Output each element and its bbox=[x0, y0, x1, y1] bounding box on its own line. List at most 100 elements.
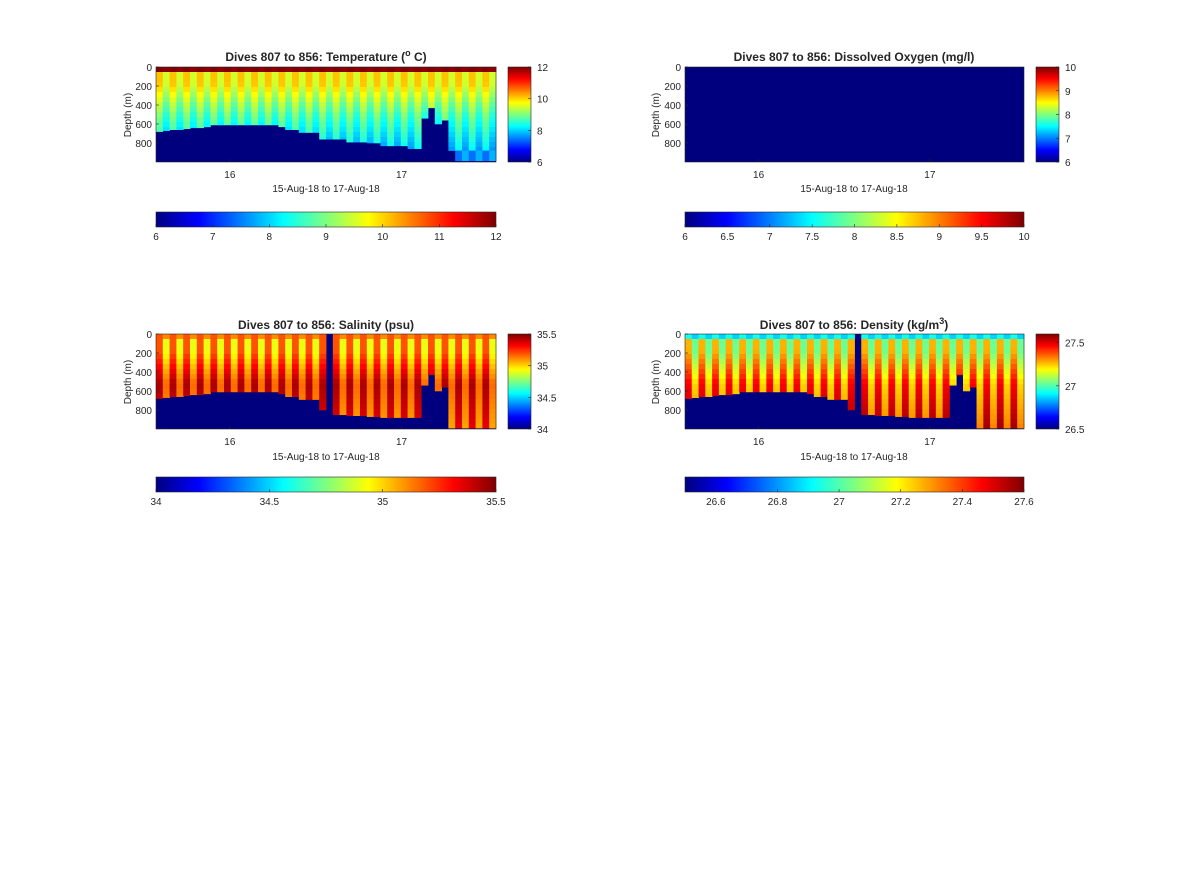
heatmap-cell bbox=[394, 122, 402, 128]
heatmap-cell bbox=[196, 389, 204, 395]
heatmap-cell bbox=[441, 102, 449, 108]
heatmap-cell bbox=[847, 339, 855, 345]
heatmap-cell bbox=[251, 369, 259, 375]
heatmap-cell bbox=[820, 374, 828, 380]
heatmap-cell bbox=[203, 67, 211, 73]
heatmap-cell bbox=[455, 344, 463, 350]
heatmap-cell bbox=[462, 150, 470, 162]
heatmap-cell bbox=[387, 77, 395, 83]
heatmap-cell bbox=[366, 389, 374, 395]
heatmap-cell bbox=[244, 112, 252, 118]
heatmap-cell bbox=[942, 349, 950, 355]
heatmap-cell bbox=[190, 349, 198, 355]
heatmap-cell bbox=[956, 349, 964, 355]
heatmap-cell bbox=[230, 117, 238, 123]
heatmap-cell bbox=[162, 369, 170, 375]
heatmap-cell bbox=[305, 117, 313, 123]
heatmap-cell bbox=[685, 349, 693, 355]
heatmap-cell bbox=[251, 122, 259, 126]
heatmap-cell bbox=[366, 67, 374, 73]
axes-box bbox=[155, 333, 497, 430]
heatmap-cell bbox=[746, 344, 754, 350]
heatmap-cell bbox=[224, 344, 232, 350]
heatmap-cell bbox=[319, 102, 327, 108]
heatmap-cell bbox=[319, 87, 327, 93]
heatmap-cell bbox=[462, 142, 470, 148]
heatmap-cell bbox=[489, 87, 497, 93]
heatmap-cell bbox=[190, 82, 198, 88]
heatmap-cell bbox=[169, 354, 177, 360]
heatmap-cell bbox=[969, 359, 977, 365]
heatmap-cell bbox=[468, 92, 476, 98]
heatmap-cell bbox=[162, 67, 170, 73]
heatmap-cell bbox=[915, 374, 923, 380]
heatmap-cell bbox=[1003, 359, 1011, 365]
heatmap-cell bbox=[455, 122, 463, 128]
heatmap-cell bbox=[414, 97, 422, 103]
heatmap-cell bbox=[698, 359, 706, 365]
heatmap-cell bbox=[305, 344, 313, 350]
heatmap-cell bbox=[448, 127, 456, 133]
heatmap-cell bbox=[292, 77, 300, 83]
heatmap-cell bbox=[312, 92, 320, 98]
heatmap-cell bbox=[976, 369, 984, 375]
heatmap-cell bbox=[874, 404, 883, 410]
heatmap-cell bbox=[847, 409, 855, 411]
heatmap-cell bbox=[1017, 414, 1025, 420]
heatmap-cell bbox=[935, 384, 944, 390]
heatmap-cell bbox=[230, 82, 238, 88]
heatmap-cell bbox=[712, 374, 720, 380]
heatmap-cell bbox=[705, 339, 713, 345]
heatmap-cell bbox=[387, 92, 395, 98]
heatmap-cell bbox=[455, 67, 463, 73]
colorbar-tick-label: 35 bbox=[537, 362, 549, 373]
colorbar-tick-label: 6 bbox=[1065, 158, 1071, 169]
heatmap-cell bbox=[196, 97, 204, 103]
y-tick-label: 800 bbox=[664, 406, 681, 417]
heatmap-cell bbox=[712, 379, 720, 385]
heatmap-cell bbox=[176, 384, 184, 390]
heatmap-cell bbox=[752, 389, 760, 393]
heatmap-cell bbox=[285, 72, 293, 78]
heatmap-cell bbox=[278, 87, 286, 93]
heatmap-cell bbox=[448, 384, 456, 390]
heatmap-cell bbox=[1003, 409, 1011, 415]
heatmap-cell bbox=[462, 414, 470, 420]
heatmap-cell bbox=[183, 359, 191, 365]
heatmap-cell bbox=[380, 344, 388, 350]
heatmap-cell bbox=[190, 102, 198, 108]
heatmap-cell bbox=[326, 132, 334, 138]
heatmap-cell bbox=[319, 97, 327, 103]
heatmap-cell bbox=[380, 394, 388, 400]
heatmap-cell bbox=[380, 92, 388, 98]
heatmap-cell bbox=[868, 374, 876, 380]
heatmap-cell bbox=[901, 384, 910, 390]
heatmap-cell bbox=[360, 334, 368, 340]
heatmap-cell bbox=[929, 384, 937, 390]
heatmap-cell bbox=[387, 87, 395, 93]
heatmap-cell bbox=[895, 379, 903, 385]
y-tick-label: 400 bbox=[664, 101, 681, 112]
colorbar-tick-label: 8.5 bbox=[890, 232, 904, 243]
heatmap-cell bbox=[915, 364, 923, 370]
heatmap-cell bbox=[264, 354, 272, 360]
heatmap-cell bbox=[685, 364, 693, 370]
heatmap-cell bbox=[346, 384, 354, 390]
heatmap-cell bbox=[407, 87, 415, 93]
heatmap-cell bbox=[366, 359, 374, 365]
heatmap-cell bbox=[353, 112, 361, 118]
heatmap-cell bbox=[441, 82, 449, 88]
heatmap-cell bbox=[346, 374, 354, 380]
heatmap-cell bbox=[346, 394, 354, 400]
heatmap-cell bbox=[752, 339, 760, 345]
heatmap-cell bbox=[942, 399, 950, 405]
heatmap-cell bbox=[360, 122, 368, 128]
heatmap-cell bbox=[278, 379, 286, 385]
heatmap-cell bbox=[387, 112, 395, 118]
heatmap-cell bbox=[1003, 424, 1011, 429]
heatmap-cell bbox=[766, 364, 774, 370]
heatmap-cell bbox=[1010, 394, 1018, 400]
heatmap-cell bbox=[1003, 364, 1011, 370]
